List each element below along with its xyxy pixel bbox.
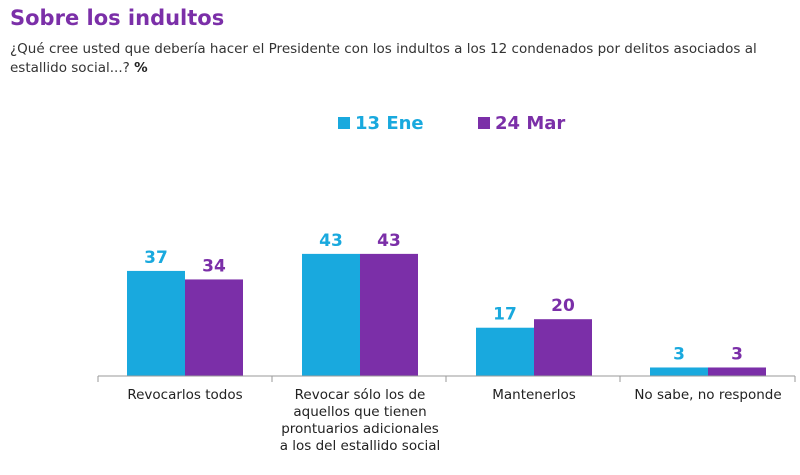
- category-label-1: Revocarlos todos: [127, 387, 242, 403]
- value-label-1-series-2: 34: [202, 256, 226, 276]
- value-label-3-series-1: 17: [493, 305, 517, 325]
- category-label-1-line-1: Revocarlos todos: [127, 387, 242, 403]
- legend-swatch-1: [338, 117, 350, 129]
- category-label-2: Revocar sólo los de aquellos que tienen pr…: [280, 387, 441, 454]
- bar-3-series-2: [534, 319, 592, 376]
- category-label-4-line-1: No sabe, no responde: [634, 387, 781, 403]
- value-label-4-series-1: 3: [673, 344, 685, 364]
- bar-4-series-1: [650, 367, 708, 376]
- question-text: ¿Qué cree usted que debería hacer el Pre…: [10, 41, 757, 76]
- unit-label: %: [134, 60, 148, 76]
- legend-label-2: 24 Mar: [495, 113, 565, 134]
- bar-2-series-1: [302, 253, 360, 376]
- chart-subtitle: ¿Qué cree usted que debería hacer el Pre…: [10, 40, 795, 78]
- category-label-3: Mantenerlos: [492, 387, 576, 403]
- value-label-2-series-2: 43: [377, 231, 401, 251]
- bar-3-series-1: [476, 327, 534, 376]
- bar-4-series-2: [708, 367, 766, 376]
- legend-label-1: 13 Ene: [355, 113, 424, 134]
- category-label-2-line-2: aquellos que tienen: [293, 404, 426, 420]
- category-label-2-line-3: prontuarios adicionales: [281, 421, 439, 437]
- bar-1-series-2: [185, 279, 243, 376]
- legend-swatch-2: [478, 117, 490, 129]
- category-label-4: No sabe, no responde: [634, 387, 781, 403]
- value-label-4-series-2: 3: [731, 344, 743, 364]
- chart-title: Sobre los indultos: [10, 6, 225, 30]
- value-label-3-series-2: 20: [551, 296, 575, 316]
- value-label-2-series-1: 43: [319, 231, 343, 251]
- category-label-3-line-1: Mantenerlos: [492, 387, 576, 403]
- bar-1-series-1: [127, 270, 185, 376]
- category-label-2-line-4: a los del estallido social: [280, 438, 441, 454]
- value-label-1-series-1: 37: [144, 248, 168, 268]
- category-label-2-line-1: Revocar sólo los de: [295, 387, 426, 403]
- bar-2-series-2: [360, 253, 418, 376]
